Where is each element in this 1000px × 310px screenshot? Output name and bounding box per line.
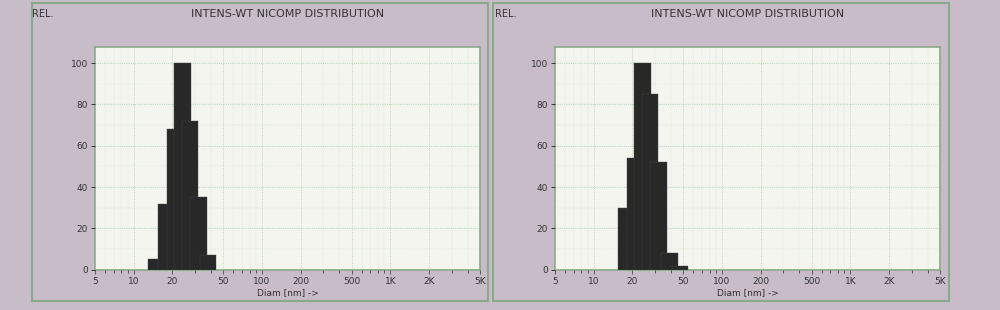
Bar <box>167 129 183 270</box>
Bar <box>182 121 198 270</box>
Bar <box>174 63 191 270</box>
Bar <box>618 208 635 270</box>
Text: INTENS-WT NICOMP DISTRIBUTION: INTENS-WT NICOMP DISTRIBUTION <box>191 9 384 19</box>
Bar <box>190 197 207 270</box>
Text: REL.: REL. <box>32 9 54 19</box>
Bar <box>634 63 651 270</box>
Bar <box>200 255 216 270</box>
Bar <box>672 266 688 270</box>
Text: INTENS-WT NICOMP DISTRIBUTION: INTENS-WT NICOMP DISTRIBUTION <box>651 9 844 19</box>
Text: REL.: REL. <box>495 9 516 19</box>
Bar <box>642 94 658 270</box>
Bar <box>650 162 667 270</box>
X-axis label: Diam [nm] ->: Diam [nm] -> <box>257 288 318 297</box>
Bar <box>627 158 643 270</box>
X-axis label: Diam [nm] ->: Diam [nm] -> <box>717 288 778 297</box>
Bar <box>148 259 165 270</box>
Bar <box>158 204 175 270</box>
Bar <box>661 253 678 270</box>
